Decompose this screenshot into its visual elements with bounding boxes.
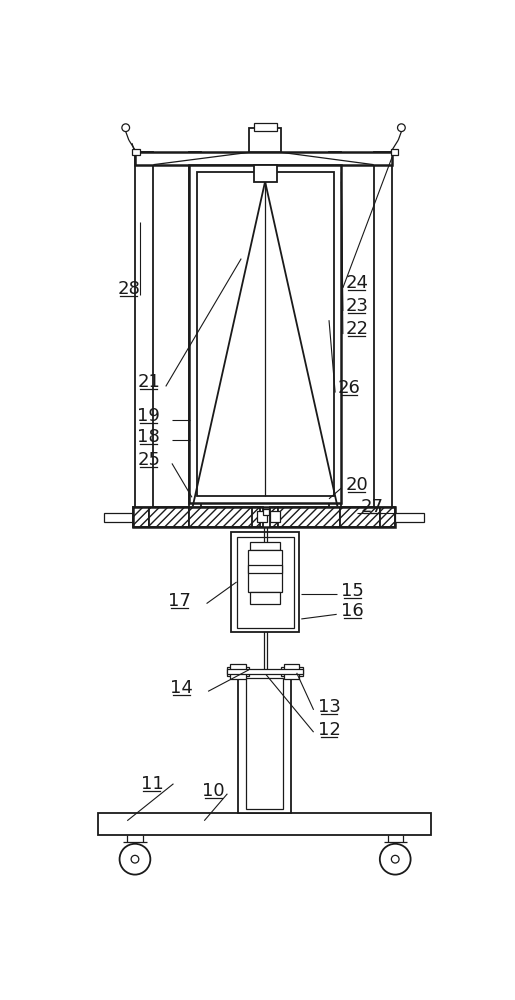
Text: 21: 21 — [138, 373, 160, 391]
Text: 20: 20 — [346, 476, 368, 494]
Circle shape — [122, 124, 130, 132]
Bar — [149, 507, 189, 527]
Bar — [104, 513, 133, 522]
Bar — [227, 669, 303, 674]
Bar — [246, 678, 283, 809]
Text: 15: 15 — [340, 582, 364, 600]
Bar — [252, 507, 260, 527]
Bar — [263, 509, 269, 515]
Bar — [98, 813, 431, 835]
Circle shape — [398, 124, 405, 132]
Bar — [250, 592, 280, 604]
Bar — [238, 674, 290, 813]
Text: 26: 26 — [338, 379, 360, 397]
Text: 13: 13 — [318, 698, 340, 716]
Bar — [197, 172, 334, 496]
Bar — [270, 507, 278, 527]
Bar — [236, 537, 294, 628]
Bar — [250, 542, 280, 550]
Bar — [249, 128, 281, 152]
Bar — [189, 165, 341, 503]
Circle shape — [119, 844, 150, 875]
Text: 14: 14 — [170, 679, 193, 697]
Text: 25: 25 — [138, 451, 160, 469]
Bar — [189, 507, 263, 527]
Text: 16: 16 — [341, 602, 364, 620]
Bar — [380, 507, 395, 527]
Circle shape — [380, 844, 410, 875]
Bar — [278, 507, 340, 527]
Bar — [270, 511, 281, 522]
Text: 28: 28 — [117, 280, 140, 298]
Circle shape — [391, 855, 399, 863]
Text: 19: 19 — [138, 407, 160, 425]
Bar — [135, 152, 153, 507]
Bar — [230, 664, 246, 679]
Bar — [248, 565, 282, 573]
Bar — [256, 511, 267, 522]
Text: 24: 24 — [345, 274, 368, 292]
Bar — [133, 507, 395, 527]
Bar — [390, 149, 398, 155]
Bar — [253, 165, 277, 182]
Bar — [281, 667, 303, 676]
Text: 23: 23 — [345, 297, 368, 315]
Bar — [231, 532, 299, 632]
Bar — [135, 152, 392, 165]
Bar — [248, 550, 282, 592]
Text: 18: 18 — [138, 428, 160, 446]
Text: 27: 27 — [360, 498, 384, 516]
Bar — [329, 152, 341, 507]
Text: 10: 10 — [202, 782, 225, 800]
Text: 22: 22 — [345, 320, 368, 338]
Circle shape — [131, 855, 139, 863]
Bar — [132, 149, 140, 155]
Bar — [374, 152, 392, 507]
Text: 11: 11 — [141, 775, 163, 793]
Bar — [395, 513, 424, 522]
Text: 17: 17 — [168, 592, 191, 610]
Bar — [340, 507, 380, 527]
Bar — [133, 507, 149, 527]
Bar — [253, 123, 277, 131]
Bar — [189, 152, 201, 507]
Text: 12: 12 — [318, 721, 340, 739]
Bar — [227, 667, 249, 676]
Bar — [284, 664, 299, 679]
